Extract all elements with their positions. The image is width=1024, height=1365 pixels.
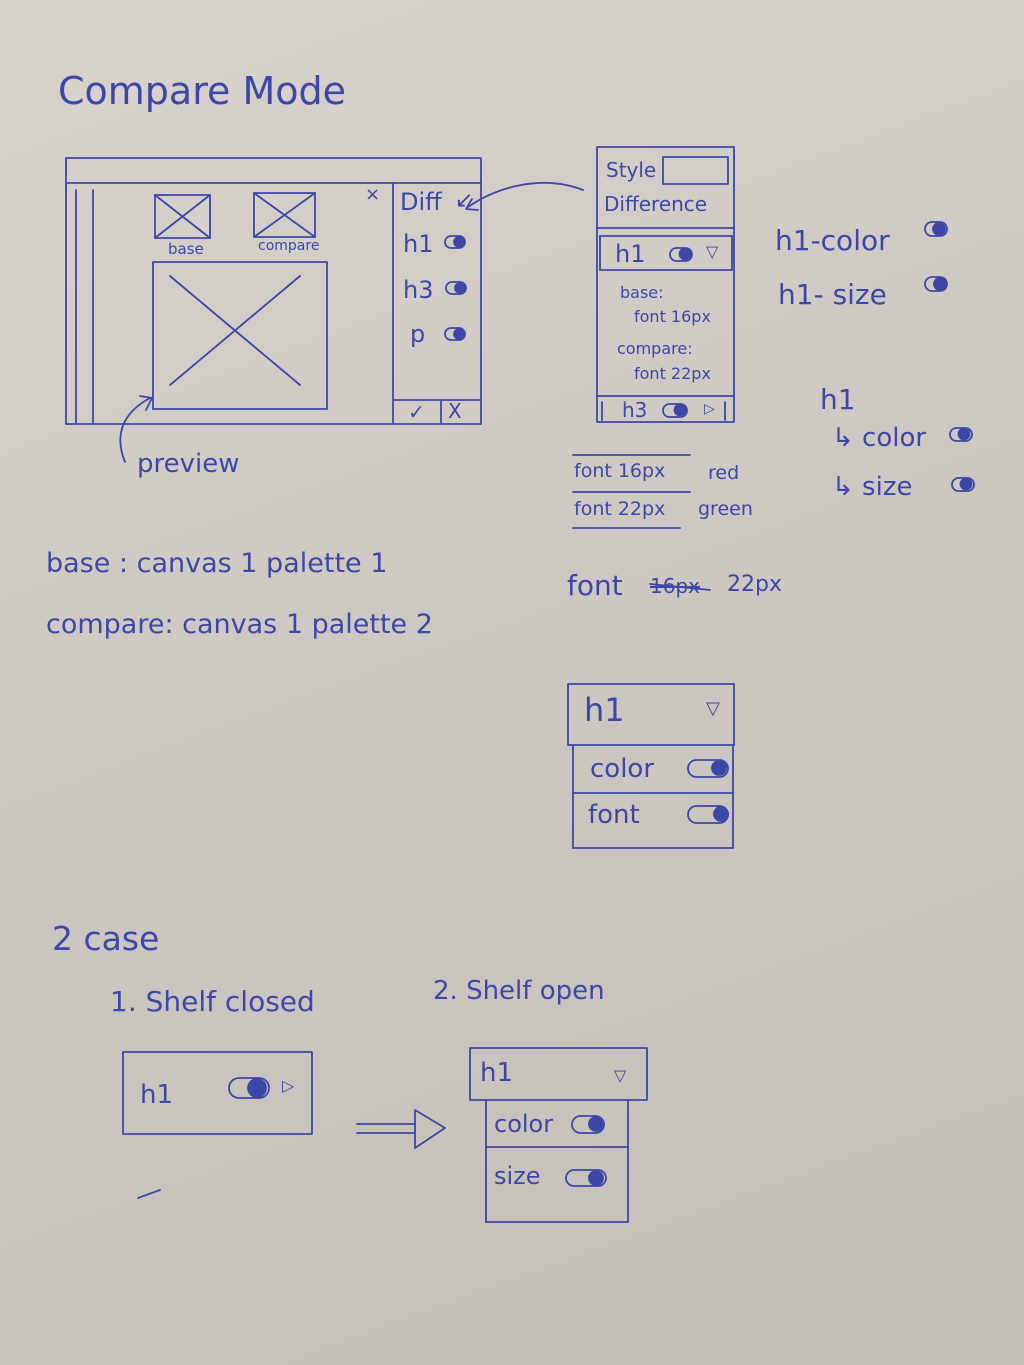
page-title: Compare Mode <box>58 69 346 113</box>
accordion-item-font: font <box>588 800 640 830</box>
wireframe-window <box>66 158 481 462</box>
legend-line2-value: font 22px <box>574 498 666 520</box>
style-row-h3: h3 <box>622 398 648 422</box>
toggle-label-h1: h1 <box>403 230 434 258</box>
note-h1-size: h1- size <box>778 278 887 311</box>
closed-shelf-arrow: ▷ <box>282 1076 295 1095</box>
closed-shelf-box <box>123 1052 312 1198</box>
style-row-h3-arrow: ▷ <box>704 401 715 417</box>
preview-label: preview <box>137 449 240 479</box>
style-compare-label: compare: <box>617 339 693 358</box>
strike-word: font <box>567 569 623 602</box>
compare-thumbnail-label: compare <box>258 238 320 254</box>
case1-label: 1. Shelf closed <box>110 985 315 1018</box>
difference-label: Difference <box>604 192 708 216</box>
style-compare-value: font 22px <box>634 364 711 383</box>
cases-heading: 2 case <box>52 919 160 958</box>
note-compare-canvas: compare: canvas 1 palette 2 <box>46 609 433 640</box>
strike-old-value: 16px <box>650 574 700 598</box>
accordion-box <box>568 684 734 848</box>
accordion-arrow: ▽ <box>706 698 720 719</box>
accordion-item-color: color <box>590 754 655 784</box>
legend-line1-value: font 16px <box>574 460 666 482</box>
close-mark: × <box>365 184 381 205</box>
toggle-label-h3: h3 <box>403 276 434 304</box>
open-shelf-arrow: ▽ <box>614 1066 627 1085</box>
open-shelf-box <box>470 1048 647 1222</box>
style-label: Style <box>606 158 657 182</box>
diff-toggles <box>445 236 466 340</box>
link-arrow <box>468 183 583 207</box>
style-panel-box <box>597 147 734 422</box>
cancel-cross: X <box>448 399 462 423</box>
open-shelf-item-size: size <box>494 1162 541 1190</box>
legend-marks <box>573 455 710 590</box>
note-size: ↳ size <box>832 472 913 502</box>
confirm-check: ✓ <box>408 400 425 424</box>
open-shelf-header: h1 <box>480 1058 514 1088</box>
style-base-label: base: <box>620 283 664 302</box>
base-thumbnail-label: base <box>168 240 204 258</box>
case2-label: 2. Shelf open <box>433 976 605 1006</box>
style-row-h1: h1 <box>615 240 646 268</box>
style-row-h1-arrow: ▽ <box>706 242 719 261</box>
note-h1: h1 <box>820 383 856 416</box>
accordion-header: h1 <box>584 691 625 729</box>
toggle-label-p: p <box>410 320 426 348</box>
style-base-value: font 16px <box>634 307 711 326</box>
transition-arrow-lines <box>357 1110 445 1148</box>
legend-line2-color: green <box>698 498 753 520</box>
legend-line1-color: red <box>708 462 740 484</box>
note-h1-color: h1-color <box>775 224 890 257</box>
note-base-canvas: base : canvas 1 palette 1 <box>46 548 388 579</box>
side-note-toggles <box>925 222 974 491</box>
note-color: ↳ color <box>832 423 927 453</box>
strike-new-value: 22px <box>727 572 782 597</box>
closed-shelf-header: h1 <box>140 1080 174 1110</box>
diff-label: Diff <box>400 188 442 216</box>
open-shelf-item-color: color <box>494 1110 554 1138</box>
diff-arrow-glyph: ↙ <box>455 188 474 213</box>
